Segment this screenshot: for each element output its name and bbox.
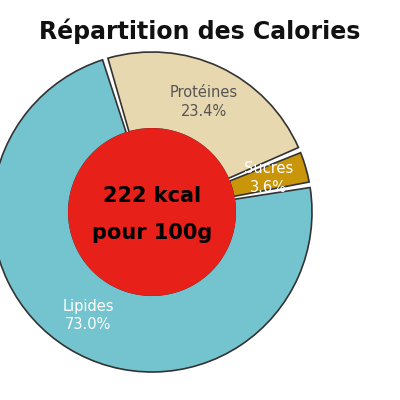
- Text: 222 kcal: 222 kcal: [103, 186, 201, 206]
- Text: pour 100g: pour 100g: [92, 223, 212, 243]
- Text: Protéines
23.4%: Protéines 23.4%: [170, 85, 238, 119]
- Wedge shape: [0, 60, 312, 372]
- Circle shape: [69, 129, 235, 295]
- Text: Répartition des Calories: Répartition des Calories: [39, 18, 361, 44]
- Wedge shape: [108, 52, 298, 178]
- Text: Lipides
73.0%: Lipides 73.0%: [62, 299, 114, 332]
- Text: Sucres
3.6%: Sucres 3.6%: [244, 161, 293, 195]
- Wedge shape: [229, 153, 309, 196]
